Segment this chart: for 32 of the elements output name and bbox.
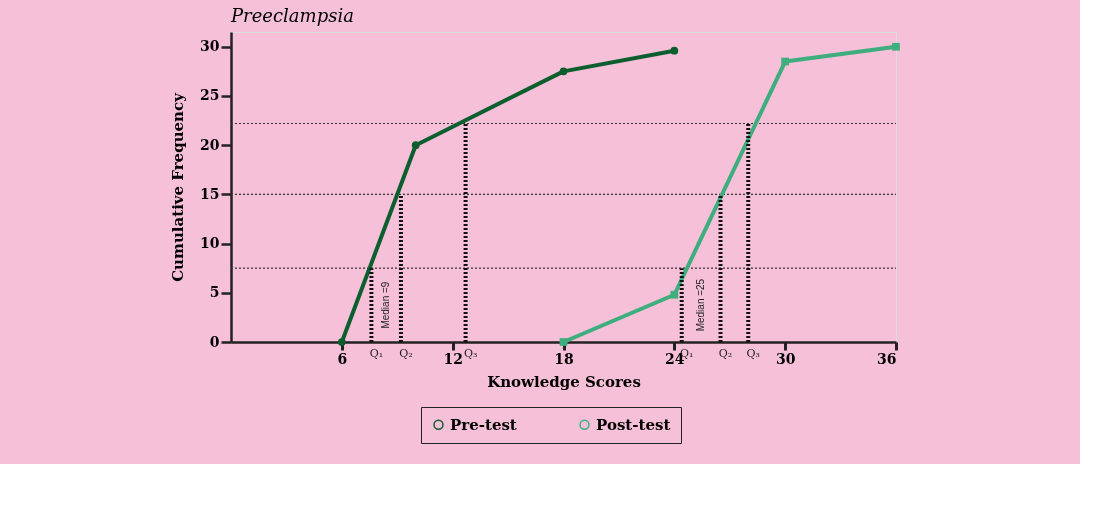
y-tick-label: 20: [200, 136, 220, 153]
legend-label: Pre-test: [450, 415, 517, 434]
y-tick-label: 0: [209, 333, 220, 350]
y-tick-label: 5: [209, 284, 220, 301]
point: [892, 42, 900, 51]
annotation: Q₃: [746, 347, 760, 360]
annotation: Q₃: [463, 347, 478, 360]
point: [337, 338, 346, 346]
annotation: Median =25: [695, 278, 707, 332]
point: [670, 290, 679, 299]
x-tick-label: 36: [877, 350, 897, 367]
x-tick-label: 6: [337, 350, 348, 367]
point: [559, 67, 568, 76]
y-tick-label: 30: [200, 38, 220, 55]
point: [670, 46, 679, 55]
y-tick-label: 25: [200, 87, 220, 104]
x-tick-label: 30: [775, 350, 796, 367]
annotation: Q₂: [399, 347, 413, 360]
legend-label: Post-test: [596, 415, 671, 434]
x-tick-label: 18: [554, 350, 574, 367]
y-tick-label: 10: [200, 235, 220, 252]
point: [411, 141, 420, 150]
y-tick-label: 15: [200, 185, 220, 202]
x-tick-label: 12: [443, 350, 463, 367]
annotation: Q₁: [369, 347, 384, 360]
point: [559, 338, 568, 346]
x-axis-title: Knowledge Scores: [487, 372, 641, 391]
chart-title: Preeclampsia: [230, 5, 354, 26]
annotation: Median =9: [380, 281, 392, 329]
point: [781, 57, 790, 66]
annotation: Q₂: [718, 347, 733, 360]
y-axis-title: Cumulative Frequency: [169, 91, 188, 282]
